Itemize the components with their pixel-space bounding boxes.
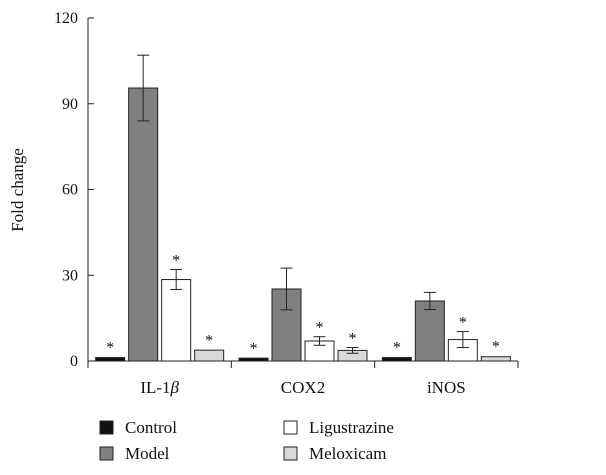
significance-star: * <box>349 331 357 348</box>
significance-star: * <box>106 340 114 357</box>
significance-star: * <box>393 340 401 357</box>
legend-swatch <box>99 446 114 461</box>
legend-label: Ligustrazine <box>309 418 394 437</box>
legend-swatch <box>283 446 298 461</box>
bar-meloxicam-2 <box>480 356 511 362</box>
y-tick-label: 120 <box>54 10 78 27</box>
bar-ligustrazine-0 <box>161 279 192 362</box>
bar-meloxicam-0 <box>194 349 225 362</box>
x-category-label: COX2 <box>281 378 325 397</box>
bar-control-2 <box>381 357 412 362</box>
y-axis-title: Fold change <box>8 148 27 232</box>
legend-swatch <box>99 420 114 435</box>
significance-star: * <box>205 332 213 349</box>
bars-group: * * * * * * * * * <box>95 54 511 362</box>
x-category-label: iNOS <box>427 378 466 397</box>
legend-label: Control <box>125 418 177 437</box>
legend-item-control: Control <box>99 418 177 437</box>
y-tick-label: 90 <box>62 96 78 113</box>
legend-label: Meloxicam <box>309 444 386 463</box>
bar-model-0 <box>128 87 159 362</box>
bar-control-1 <box>238 357 269 362</box>
legend-item-meloxicam: Meloxicam <box>283 444 386 463</box>
x-axis: IL-1β COX2 iNOS <box>87 360 519 397</box>
legend-item-ligustrazine: Ligustrazine <box>283 418 394 437</box>
legend-label: Model <box>125 444 170 463</box>
legend: Control Model Ligustrazine Meloxicam <box>99 418 394 463</box>
legend-swatch <box>283 420 298 435</box>
bar-control-0 <box>95 357 126 362</box>
significance-star: * <box>492 338 500 355</box>
x-category-label-main: iNOS <box>427 378 466 397</box>
y-tick-label: 30 <box>62 267 78 284</box>
significance-star: * <box>172 253 180 270</box>
x-category-label-main: COX2 <box>281 378 325 397</box>
significance-star: * <box>316 320 324 337</box>
x-category-label-main: IL-1 <box>140 378 170 397</box>
significance-star: * <box>459 315 467 332</box>
legend-item-model: Model <box>99 444 170 463</box>
x-category-label: IL-1β <box>140 378 179 397</box>
y-tick-label: 0 <box>70 353 78 370</box>
y-tick-label: 60 <box>62 182 78 199</box>
x-category-label-greek: β <box>170 378 180 397</box>
y-axis: 0 30 60 90 120 <box>54 10 94 370</box>
significance-star: * <box>250 340 258 357</box>
